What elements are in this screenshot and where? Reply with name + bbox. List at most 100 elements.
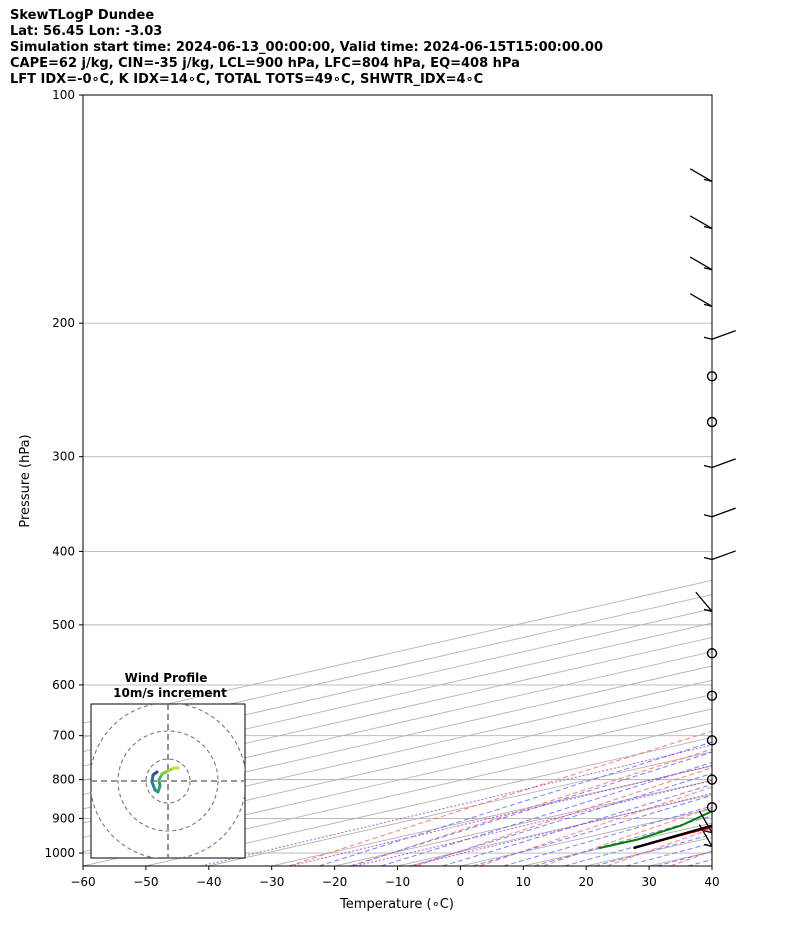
calm-wind-marker [706, 648, 718, 659]
wind-barb [689, 215, 713, 230]
isotherm-line [83, 636, 712, 781]
y-tick-label: 800 [52, 773, 75, 787]
isotherm-line [523, 822, 712, 866]
isotherm-line [83, 722, 712, 866]
chart-title-line: SkewTLogP Dundee [10, 8, 155, 23]
wind-barb-flag [703, 556, 713, 561]
y-axis-label: Pressure (hPa) [18, 434, 33, 527]
dry-adiabat [288, 730, 712, 866]
y-tick-label: 900 [52, 811, 75, 825]
wind-barb [689, 293, 713, 307]
y-tick-label: 600 [52, 678, 75, 692]
isotherm-line [83, 651, 712, 796]
dewpoint-line [598, 810, 712, 850]
wind-barb-flag [703, 514, 713, 518]
wind-barb [698, 824, 713, 847]
wind-barb-flag [703, 178, 713, 183]
y-tick-label: 400 [52, 544, 75, 558]
dry-adiabat [479, 786, 712, 866]
dry-adiabat-lines [288, 95, 794, 866]
moist-adiabat [472, 794, 712, 866]
time-line: Simulation start time: 2024-06-13_00:00:… [10, 40, 603, 55]
y-tick-label: 300 [52, 450, 75, 464]
mixing-ratio-lines [201, 744, 712, 866]
wind-barb-flag [703, 303, 713, 307]
isotherm-line [208, 751, 712, 866]
mixing-ratio-line [201, 744, 712, 866]
moist-adiabat [719, 95, 794, 866]
wind-barb [711, 550, 736, 561]
wind-barb [689, 168, 713, 182]
isotherm-line [271, 765, 712, 866]
isotherm-line [83, 665, 712, 810]
x-tick-label: −60 [70, 875, 95, 889]
y-tick-label: 1000 [44, 846, 75, 860]
x-tick-label: −30 [259, 875, 284, 889]
chart-header: SkewTLogP Dundee Lat: 56.45 Lon: -3.03 S… [10, 8, 790, 88]
isotherm-line [83, 679, 712, 824]
dry-adiabat [734, 95, 794, 866]
moist-adiabat [687, 859, 712, 866]
isotherm-line [586, 836, 712, 866]
moist-adiabat [319, 741, 712, 866]
moist-adiabat [656, 850, 712, 866]
wind-barb [711, 458, 736, 469]
mixing-ratio-line [289, 764, 712, 866]
x-tick-label: −10 [385, 875, 410, 889]
moist-adiabat [381, 761, 712, 866]
location-line: Lat: 56.45 Lon: -3.03 [10, 24, 163, 39]
dry-adiabat [543, 806, 712, 866]
x-tick-label: 0 [457, 875, 465, 889]
isotherm-line [397, 794, 712, 866]
wind-barb [695, 591, 713, 612]
y-tick-label: 100 [52, 88, 75, 102]
profile-lines [598, 810, 712, 850]
inset-range-ring [145, 758, 191, 804]
x-tick-label: 30 [641, 875, 656, 889]
wind-barb-flag [703, 843, 713, 848]
wind-barb-flag [703, 464, 713, 469]
isotherm-line [649, 851, 712, 866]
isotherm-line [83, 694, 712, 838]
wind-barbs [689, 95, 736, 866]
y-tick-label: 700 [52, 729, 75, 743]
y-tick-label: 500 [52, 618, 75, 632]
moist-adiabat [564, 824, 712, 866]
wind-barb [689, 256, 713, 271]
moist-adiabat-lines [319, 95, 794, 866]
calm-wind-marker [706, 774, 718, 785]
x-tick-label: −40 [196, 875, 221, 889]
dry-adiabat [416, 767, 712, 866]
calm-wind-marker [706, 371, 718, 382]
moist-adiabat [503, 805, 712, 866]
indices-line: LFT IDX=-0∘C, K IDX=14∘C, TOTAL TOTS=49∘… [10, 72, 484, 87]
dry-adiabat [352, 748, 712, 866]
wind-barb [711, 330, 736, 340]
x-axis-label: Temperature (∘C) [339, 897, 454, 912]
wind-barb-flag [703, 830, 713, 834]
calm-wind-marker [706, 416, 718, 428]
inset-subtitle: 10m/s increment [113, 686, 227, 700]
x-tick-label: −50 [133, 875, 158, 889]
y-axis-ticks: 100 200 300 400 500 600 700 800 900 1000 [44, 88, 83, 860]
wind-barb-flag [703, 267, 713, 271]
wind-barb-flag [703, 336, 713, 340]
calm-wind-marker [706, 690, 718, 701]
isotherm-line [83, 708, 712, 853]
isotherm-line [711, 865, 712, 866]
isobar-lines [83, 95, 712, 854]
y-tick-label: 200 [52, 316, 75, 330]
x-tick-label: 40 [704, 875, 719, 889]
inset-title: Wind Profile [125, 671, 208, 685]
moist-adiabat [533, 815, 712, 866]
calm-wind-marker [706, 735, 718, 746]
cape-line: CAPE=62 j/kg, CIN=-35 j/kg, LCL=900 hPa,… [10, 56, 520, 71]
x-tick-label: 20 [579, 875, 594, 889]
mixing-ratio-line [355, 780, 712, 866]
x-axis-ticks: −60 −50 −40 −30 −20 −10 0 10 20 30 40 [70, 866, 720, 889]
moist-adiabat [594, 834, 712, 866]
moist-adiabat [442, 783, 712, 866]
moist-adiabat [350, 751, 712, 866]
wind-barb [698, 810, 713, 834]
